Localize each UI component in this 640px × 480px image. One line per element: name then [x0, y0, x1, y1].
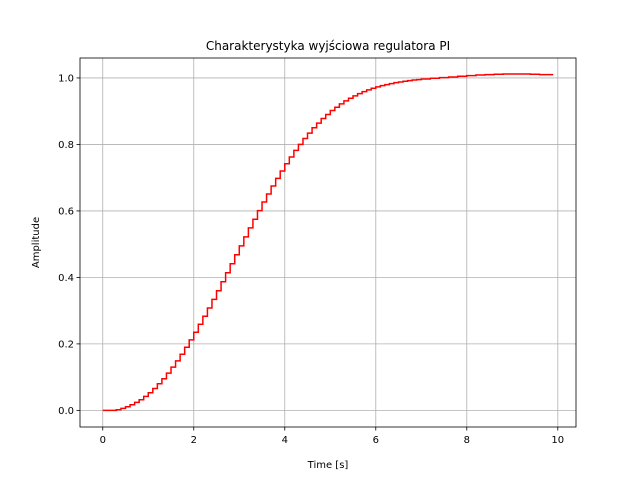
- x-tick-label: 6: [373, 435, 379, 446]
- y-tick-label: 1.0: [58, 73, 74, 84]
- y-axis-label: Amplitude: [31, 217, 42, 268]
- x-tick-label: 4: [282, 435, 288, 446]
- series-line: [102, 73, 554, 412]
- x-ticks: 0 2 4 6 8 10: [100, 427, 564, 446]
- y-tick-label: 0.6: [58, 206, 74, 217]
- y-tick-label: 0.0: [58, 406, 74, 417]
- y-tick-label: 0.2: [58, 339, 74, 350]
- y-tick-label: 0.8: [58, 140, 74, 151]
- x-tick-label: 10: [551, 435, 564, 446]
- x-tick-label: 0: [100, 435, 106, 446]
- x-grid: [102, 58, 559, 427]
- x-axis-label: Time [s]: [307, 460, 349, 471]
- y-grid: [80, 77, 576, 411]
- chart-title: Charakterystyka wyjściowa regulatora PI: [206, 39, 450, 53]
- y-tick-label: 0.4: [58, 273, 74, 284]
- series-layer: [102, 73, 554, 412]
- y-ticks: 0.0 0.2 0.4 0.6 0.8 1.0: [58, 73, 80, 417]
- x-tick-label: 2: [191, 435, 197, 446]
- plot-area-frame: [79, 57, 577, 428]
- x-tick-label: 8: [464, 435, 470, 446]
